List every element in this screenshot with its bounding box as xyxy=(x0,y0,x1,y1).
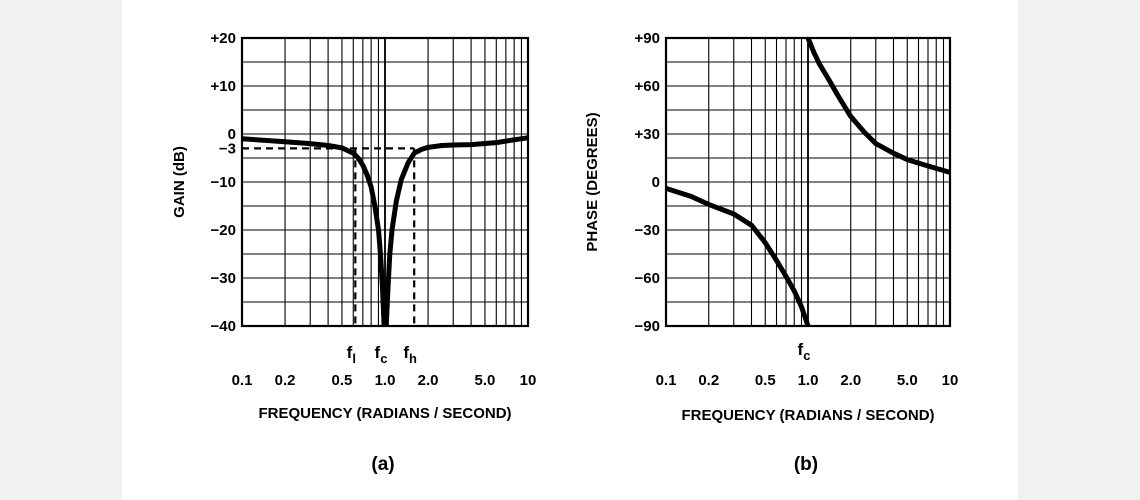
x-tick-label: 0.5 xyxy=(755,372,776,389)
figure-page xyxy=(122,0,1018,500)
x-tick-label: 10 xyxy=(942,372,959,389)
curve-phase-left xyxy=(665,186,811,327)
y-tick-label: −40 xyxy=(211,318,236,335)
x-tick-label: 1.0 xyxy=(375,372,396,389)
y-tick-label: −60 xyxy=(635,270,660,287)
x-tick-label: 2.0 xyxy=(840,372,861,389)
x-tick-label: 0.1 xyxy=(656,372,677,389)
y-tick-label: −90 xyxy=(635,318,660,335)
freq-marker-f-h: fh xyxy=(403,343,417,366)
curve-phase-right xyxy=(805,37,951,175)
freq-marker-f-c: fc xyxy=(375,343,388,366)
y-tick-label: −3 xyxy=(219,140,236,157)
chart-caption: (a) xyxy=(371,454,394,475)
curve-gain-left xyxy=(241,136,387,327)
x-tick-label: 0.2 xyxy=(275,372,296,389)
chart-caption: (b) xyxy=(794,454,818,475)
y-tick-label: +30 xyxy=(635,126,660,143)
x-tick-label: 1.0 xyxy=(798,372,819,389)
y-tick-label: 0 xyxy=(228,126,236,143)
freq-marker-f-l: fl xyxy=(347,343,356,366)
plot-frame xyxy=(240,36,530,328)
gain-chart: +20 +10 0−3 −10 −20 −30 −40 0.1 0.2 0.5 1.0 2.0 5.0 1… xyxy=(171,30,536,475)
freq-marker-f-c: fc xyxy=(798,340,811,363)
x-tick-label: 0.2 xyxy=(698,372,719,389)
y-tick-label: −10 xyxy=(211,174,236,191)
y-tick-label: −20 xyxy=(211,222,236,239)
x-tick-label: 0.5 xyxy=(332,372,353,389)
y-axis-label: PHASE (DEGREES) xyxy=(584,112,601,251)
y-tick-label: +20 xyxy=(211,30,236,47)
y-tick-label: 0 xyxy=(652,174,660,191)
y-tick-label: +90 xyxy=(635,30,660,47)
x-tick-label: 2.0 xyxy=(418,372,439,389)
phase-chart: +90 +60 +30 0 −30 −60 −90 0.1 0.2 0.5 1.0 2.0 5.0 10 f… xyxy=(584,30,958,475)
x-axis-label: FREQUENCY (RADIANS / SECOND) xyxy=(681,407,934,424)
y-tick-label: −30 xyxy=(211,270,236,287)
x-tick-label: 0.1 xyxy=(232,372,253,389)
curve-gain-right xyxy=(383,135,529,327)
y-tick-label: +60 xyxy=(635,78,660,95)
y-tick-label: −30 xyxy=(635,222,660,239)
x-tick-label: 10 xyxy=(520,372,537,389)
x-axis-label: FREQUENCY (RADIANS / SECOND) xyxy=(258,405,511,422)
x-tick-label: 5.0 xyxy=(897,372,918,389)
y-axis-label: GAIN (dB) xyxy=(171,146,188,218)
x-tick-label: 5.0 xyxy=(475,372,496,389)
y-tick-label: +10 xyxy=(211,78,236,95)
